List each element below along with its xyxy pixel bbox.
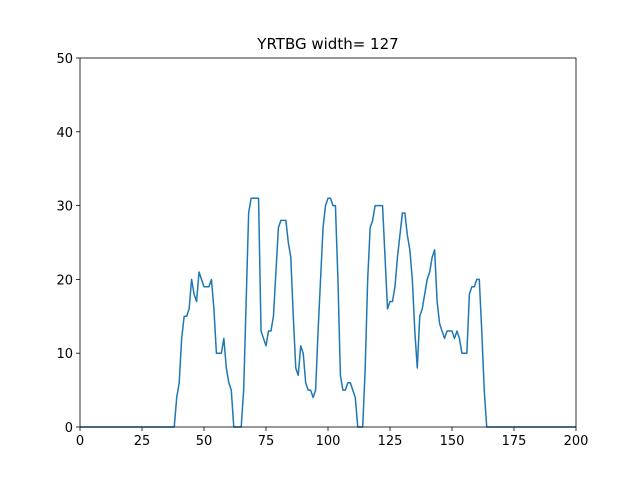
x-tick-label: 25 xyxy=(134,434,151,449)
x-tick-label: 0 xyxy=(76,434,84,449)
x-tick-label: 125 xyxy=(378,434,403,449)
y-tick-label: 30 xyxy=(56,200,73,215)
x-tick-label: 50 xyxy=(196,434,213,449)
y-tick-label: 10 xyxy=(56,347,73,362)
x-tick-label: 150 xyxy=(440,434,465,449)
data-line xyxy=(80,197,576,428)
x-tick-label: 100 xyxy=(316,434,341,449)
x-tick-label: 75 xyxy=(258,434,275,449)
x-tick-label: 200 xyxy=(564,434,589,449)
y-tick-label: 40 xyxy=(56,126,73,141)
y-tick-label: 20 xyxy=(56,273,73,288)
y-tick-label: 50 xyxy=(56,52,73,67)
y-tick-label: 0 xyxy=(65,421,73,436)
plot-frame xyxy=(79,57,577,428)
x-tick-label: 175 xyxy=(502,434,527,449)
chart-title: YRTBG width= 127 xyxy=(256,35,398,53)
